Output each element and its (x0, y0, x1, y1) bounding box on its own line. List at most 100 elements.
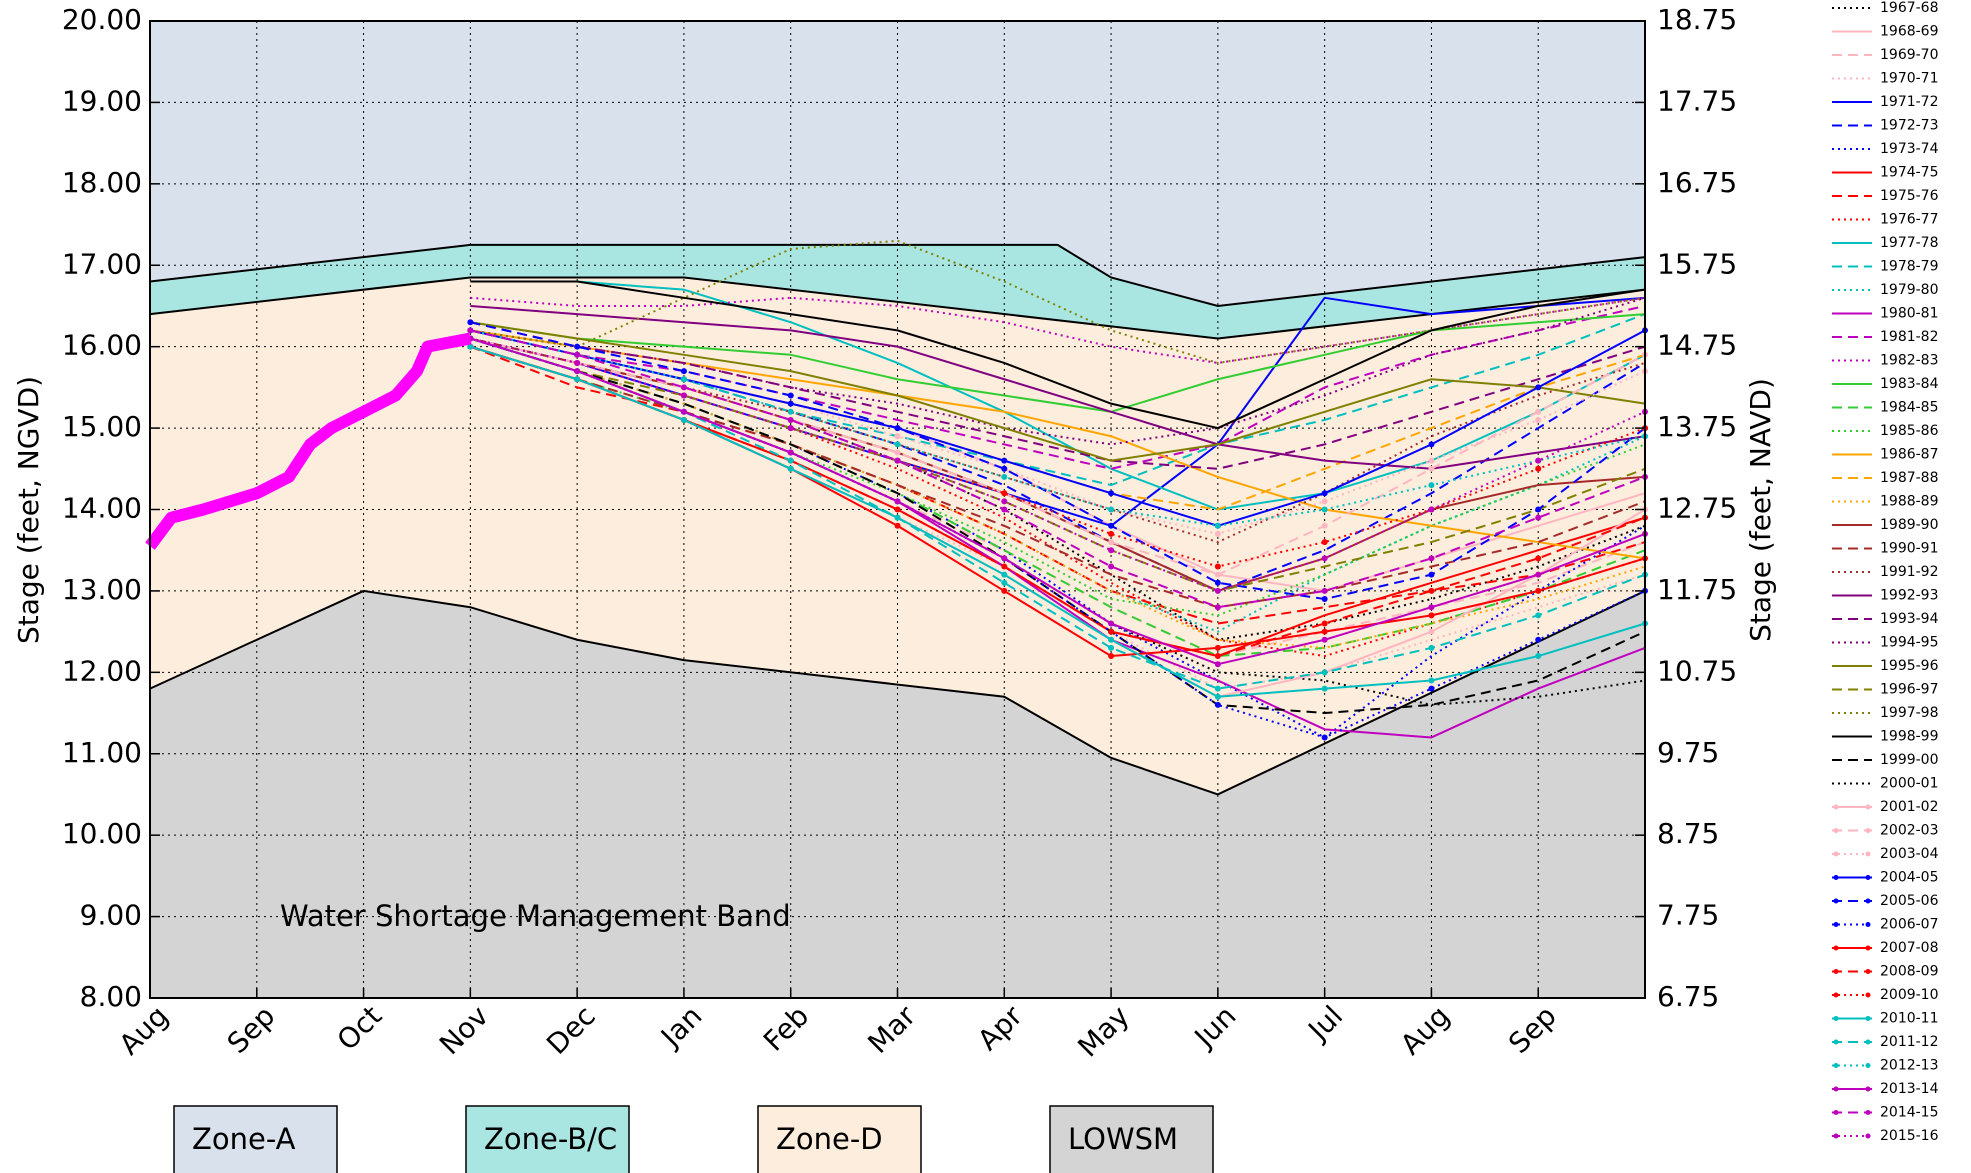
y-tick-label: 11.00 (62, 736, 142, 769)
legend-label: 1995-96 (1880, 658, 1939, 674)
legend-label: 2015-16 (1880, 1128, 1939, 1144)
zone-legend-label: Zone-B/C (484, 1122, 617, 1156)
legend-label: 1997-98 (1880, 705, 1939, 721)
series-line-marker (894, 522, 901, 529)
x-tick-label: Apr (971, 999, 1029, 1057)
series-line (470, 337, 1646, 568)
legend-marker (1833, 875, 1839, 880)
zone-legend-box (173, 1105, 338, 1173)
series-line-marker (894, 441, 901, 448)
series-line-marker (1108, 653, 1115, 660)
series-line-marker (1428, 685, 1435, 692)
series-line-marker (1321, 685, 1328, 692)
legend-marker (1865, 804, 1871, 810)
series-line-marker (574, 376, 581, 383)
series-line-marker (1428, 644, 1435, 651)
series-line-marker (1535, 465, 1542, 472)
series-line-marker (1428, 457, 1435, 464)
series-line (470, 345, 1646, 690)
zone-legend-box (1049, 1105, 1214, 1173)
legend-label: 1972-73 (1880, 118, 1939, 134)
legend-marker (1833, 804, 1839, 810)
series-line (470, 337, 1646, 658)
legend-marker (1865, 1086, 1871, 1092)
y2-tick-label: 7.75 (1657, 899, 1719, 932)
y2-tick-label: 15.75 (1657, 247, 1737, 280)
zone-boundary (149, 589, 1646, 796)
legend-marker (1865, 992, 1871, 998)
legend-marker (1833, 969, 1839, 974)
legend-marker (1865, 1110, 1871, 1115)
series-line-marker (1214, 701, 1221, 708)
legend-marker (1833, 1110, 1839, 1115)
series-line-marker (1214, 685, 1221, 692)
series-line (470, 280, 1646, 430)
series-line-marker (1321, 636, 1328, 643)
series-line (470, 329, 1646, 527)
series-line-marker (1535, 506, 1542, 513)
x-tick-label: Aug (1394, 999, 1456, 1061)
legend-marker (1865, 875, 1871, 880)
series-line (470, 337, 1646, 739)
series-line (470, 329, 1646, 609)
series-line-marker (1001, 498, 1008, 505)
legend-label: 1983-84 (1880, 376, 1939, 392)
y-tick-label: 13.00 (62, 573, 142, 606)
y2-tick-label: 12.75 (1657, 492, 1737, 525)
series-line-marker (894, 498, 901, 505)
x-tick-label: Jan (653, 999, 708, 1054)
legend-label: 2013-14 (1880, 1081, 1939, 1097)
series-line (470, 337, 1646, 690)
legend-label: 1977-78 (1880, 235, 1939, 251)
series-line-marker (1214, 653, 1221, 660)
legend-label: 2001-02 (1880, 799, 1939, 815)
series-line (470, 329, 1646, 527)
series-line-marker (1108, 563, 1115, 570)
series-line (470, 337, 1646, 649)
legend-marker (1865, 898, 1871, 904)
series-line (470, 345, 1646, 625)
series-line-marker (1321, 522, 1328, 529)
y-tick-label: 10.00 (62, 817, 142, 850)
y-tick-label: 18.00 (62, 166, 142, 199)
y2-tick-label: 6.75 (1657, 980, 1719, 1013)
legend-marker (1833, 945, 1839, 951)
legend-label: 1999-00 (1880, 752, 1939, 768)
series-line (470, 337, 1646, 576)
series-line-marker (1001, 555, 1008, 562)
series-line-marker (1535, 653, 1542, 660)
series-line-marker (894, 433, 901, 440)
series-line-marker (1214, 530, 1221, 537)
legend-label: 1996-97 (1880, 682, 1939, 698)
legend-label: 2005-06 (1880, 893, 1939, 909)
series-line (470, 321, 1646, 601)
plot-area (145, 20, 1648, 999)
legend-label: 1974-75 (1880, 165, 1939, 181)
y2-tick-label: 18.75 (1657, 3, 1737, 36)
y-tick-label: 14.00 (62, 492, 142, 525)
series-line-marker (1108, 506, 1115, 513)
series-line-marker (894, 514, 901, 521)
legend-label: 1994-95 (1880, 635, 1939, 651)
series-line-marker (1321, 669, 1328, 676)
zone-legend-box (757, 1105, 922, 1173)
series-line-marker (1428, 555, 1435, 562)
legend-label: 1980-81 (1880, 306, 1939, 322)
series-line-marker (1428, 571, 1435, 578)
y2-tick-label: 16.75 (1657, 166, 1737, 199)
legend-label: 2003-04 (1880, 846, 1939, 862)
y-tick-label: 19.00 (62, 84, 142, 117)
series-line (470, 239, 1646, 364)
legend-label: 1992-93 (1880, 588, 1939, 604)
zone-fill (150, 590, 1645, 998)
series-line-marker (1321, 506, 1328, 513)
series-line-marker (1214, 579, 1221, 586)
series-line-marker (467, 327, 474, 334)
series-line-marker (1428, 677, 1435, 684)
legend-label: 1967-68 (1880, 0, 1939, 16)
series-line (470, 337, 1646, 592)
series-line-marker (574, 359, 581, 366)
series-line-marker (894, 449, 901, 456)
series-line-marker (1214, 693, 1221, 700)
x-tick-label: Mar (861, 999, 922, 1060)
